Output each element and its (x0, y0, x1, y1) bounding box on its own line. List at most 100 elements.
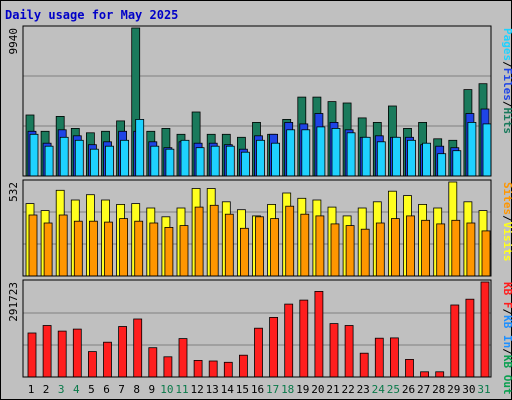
legend-pages: Pages (501, 28, 512, 61)
bar-pages-day-27 (422, 142, 432, 177)
bar-sites-day-7 (119, 218, 128, 277)
panel-2-border (22, 179, 492, 277)
bar-sites-day-13 (209, 204, 219, 277)
chart-title: Daily usage for May 2025 (5, 8, 179, 22)
bar-pages-day-12 (195, 147, 205, 177)
panel-3-border (22, 279, 492, 378)
x-tick-label-26: 26 (402, 383, 415, 396)
bar-kb-f-day-6 (103, 341, 112, 378)
bar-sites-day-5 (89, 220, 98, 277)
panel-1-border (22, 25, 492, 177)
bar-sites-day-29 (451, 219, 461, 277)
legend-kb-f: KB F (501, 282, 512, 309)
bar-kb-f-day-13 (208, 360, 218, 378)
bar-pages-day-7 (120, 139, 129, 177)
bar-kb-f-day-19 (299, 299, 309, 378)
bar-sites-day-18 (285, 205, 295, 277)
bar-kb-f-day-30 (465, 298, 475, 378)
x-tick-label-25: 25 (387, 383, 400, 396)
bar-kb-f-day-9 (148, 347, 158, 378)
bar-sites-day-24 (375, 222, 385, 277)
panel-3-ymax-label: 291723 (7, 282, 20, 322)
bar-sites-day-22 (345, 225, 355, 277)
bar-kb-f-day-26 (405, 358, 414, 378)
bar-pages-day-30 (467, 122, 477, 177)
x-tick-label-24: 24 (372, 383, 386, 396)
x-tick-label-1: 1 (28, 383, 35, 396)
x-tick-label-7: 7 (118, 383, 125, 396)
bar-kb-f-day-27 (420, 371, 430, 378)
bar-pages-day-2 (44, 145, 54, 177)
bar-pages-day-29 (452, 150, 462, 177)
x-tick-label-21: 21 (326, 383, 339, 396)
legend-files: Files (501, 68, 512, 101)
bar-pages-day-6 (105, 145, 114, 177)
legend-separator: / (501, 101, 512, 108)
panel-3-legend: KB F/KB In/KB Out (501, 282, 512, 395)
bar-sites-day-4 (73, 220, 83, 277)
bar-sites-day-26 (406, 215, 415, 277)
bar-kb-f-day-12 (193, 359, 203, 378)
bar-pages-day-9 (150, 145, 160, 177)
bar-kb-f-day-22 (344, 325, 354, 378)
x-tick-label-2: 2 (43, 383, 50, 396)
legend-kb-in: KB In (501, 315, 512, 348)
x-tick-label-13: 13 (206, 383, 219, 396)
bar-kb-f-day-21 (329, 323, 339, 378)
bar-sites-day-31 (481, 230, 491, 277)
bar-pages-day-24 (376, 141, 386, 177)
legend-separator: / (501, 309, 512, 316)
bar-kb-f-day-18 (284, 303, 294, 378)
x-tick-label-22: 22 (341, 383, 354, 396)
x-tick-label-17: 17 (266, 383, 279, 396)
bar-pages-day-18 (286, 129, 296, 177)
x-tick-label-5: 5 (88, 383, 95, 396)
bar-sites-day-6 (104, 221, 113, 277)
x-tick-label-14: 14 (221, 383, 235, 396)
x-tick-label-9: 9 (148, 383, 155, 396)
x-tick-label-8: 8 (133, 383, 140, 396)
bar-sites-day-28 (436, 223, 446, 277)
legend-separator: / (501, 215, 512, 222)
legend-hits: Hits (501, 108, 512, 135)
x-tick-label-18: 18 (281, 383, 294, 396)
bar-pages-day-23 (361, 136, 371, 177)
bar-sites-day-3 (58, 214, 68, 277)
bar-pages-day-31 (482, 123, 492, 177)
panel-2-legend: Sites/Visits (501, 182, 512, 262)
bar-sites-day-16 (255, 216, 264, 277)
bar-kb-f-day-10 (163, 356, 173, 378)
bar-sites-day-30 (466, 222, 476, 277)
bar-pages-day-3 (59, 136, 69, 177)
legend-kb-out: KB Out (501, 355, 512, 395)
bar-kb-f-day-29 (450, 304, 460, 378)
bar-pages-day-21 (331, 127, 341, 177)
bar-pages-day-19 (301, 129, 311, 177)
bar-kb-f-day-24 (374, 337, 384, 378)
x-tick-label-28: 28 (432, 383, 445, 396)
legend-separator: / (501, 348, 512, 355)
bar-pages-day-17 (271, 142, 281, 177)
x-tick-label-6: 6 (103, 383, 110, 396)
panel-2-ymax-label: 532 (7, 182, 20, 202)
bar-kb-f-day-2 (42, 325, 52, 378)
x-tick-label-29: 29 (447, 383, 460, 396)
bar-sites-day-14 (224, 213, 234, 277)
bar-pages-day-20 (316, 126, 326, 177)
x-tick-label-27: 27 (417, 383, 430, 396)
bar-pages-day-11 (180, 139, 190, 177)
bar-pages-day-1 (29, 133, 39, 177)
bar-sites-day-9 (149, 222, 159, 277)
bar-pages-day-8 (135, 119, 145, 177)
bar-kb-f-day-20 (314, 290, 324, 378)
x-tick-label-23: 23 (357, 383, 370, 396)
bar-kb-f-day-11 (178, 338, 188, 378)
bar-sites-day-19 (300, 213, 310, 277)
legend-sites: Sites (501, 182, 512, 215)
bar-pages-day-10 (165, 148, 175, 177)
bar-sites-day-15 (239, 227, 249, 277)
legend-separator: / (501, 61, 512, 68)
bar-kb-f-day-8 (133, 318, 143, 378)
panel-1-legend: Pages/Files/Hits (501, 28, 512, 134)
bar-kb-f-day-23 (359, 352, 369, 378)
